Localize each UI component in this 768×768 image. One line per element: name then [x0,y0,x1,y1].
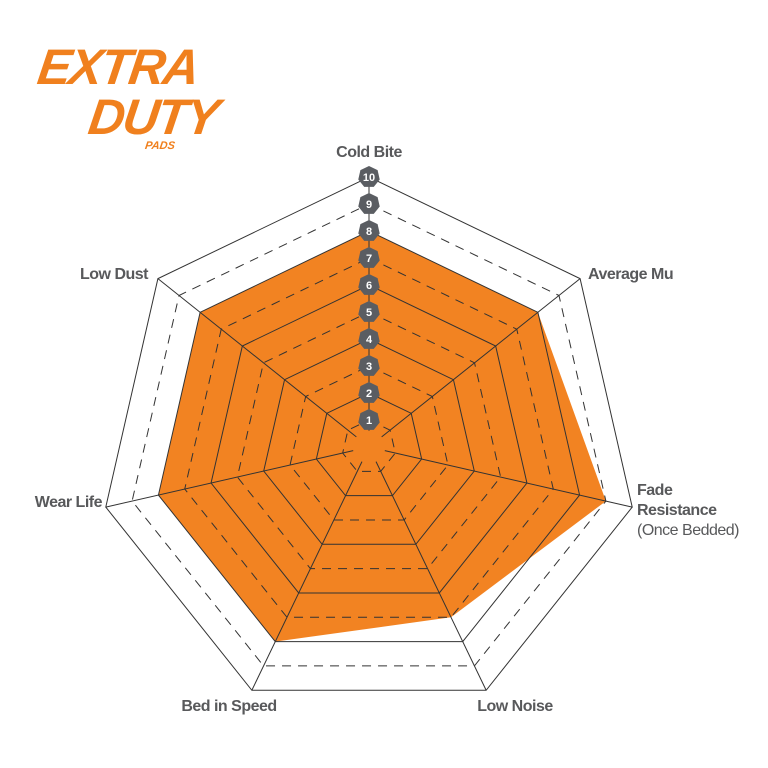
tick-badge [358,382,380,403]
axis-spoke [381,278,581,438]
tick-label: 8 [366,226,372,238]
tick-badge [358,301,380,322]
axis-label: Low Dust [80,266,149,283]
grid-ring-10 [105,176,633,691]
grid-ring-3 [289,365,449,521]
axis-spoke [157,278,357,438]
grid-ring-6 [210,284,528,594]
tick-badge [358,409,380,430]
logo-line-2: DUTY [85,89,222,145]
tick-badge [358,166,380,187]
logo-line-3: PADS [144,140,176,152]
tick-badge [358,193,380,214]
tick-label: 10 [363,172,375,184]
tick-badge [358,274,380,295]
tick-label: 6 [366,280,372,292]
tick-badge [358,355,380,376]
axis-spoke [105,450,354,508]
axis-label: Average Mu [588,266,673,283]
axis-label: Bed in Speed [181,698,276,715]
tick-badge [358,220,380,241]
tick-badge [358,247,380,268]
tick-label: 5 [366,307,372,319]
logo-line-1: EXTRA [34,39,202,95]
grid-ring-9 [131,203,607,667]
tick-label: 4 [366,334,373,346]
grid-ring-2 [315,392,423,497]
tick-badge [358,328,380,349]
axis-label: Wear Life [35,494,103,511]
tick-label: 2 [366,388,372,400]
tick-label: 9 [366,199,372,211]
grid-ring-1 [342,419,396,472]
axis-label: Fade Resistance (Once Bedded) [637,482,739,539]
tick-label: 1 [366,415,372,427]
grid-ring-4 [263,338,475,545]
axis-label: Cold Bite [336,144,402,161]
grid-ring-8 [157,230,581,643]
tick-label: 7 [366,253,372,265]
axis-spoke [384,450,633,508]
grid-ring-5 [236,311,502,570]
axis-spoke [375,461,487,691]
axis-label: Low Noise [477,698,553,715]
axis-spoke [251,461,363,691]
tick-label: 3 [366,361,372,373]
